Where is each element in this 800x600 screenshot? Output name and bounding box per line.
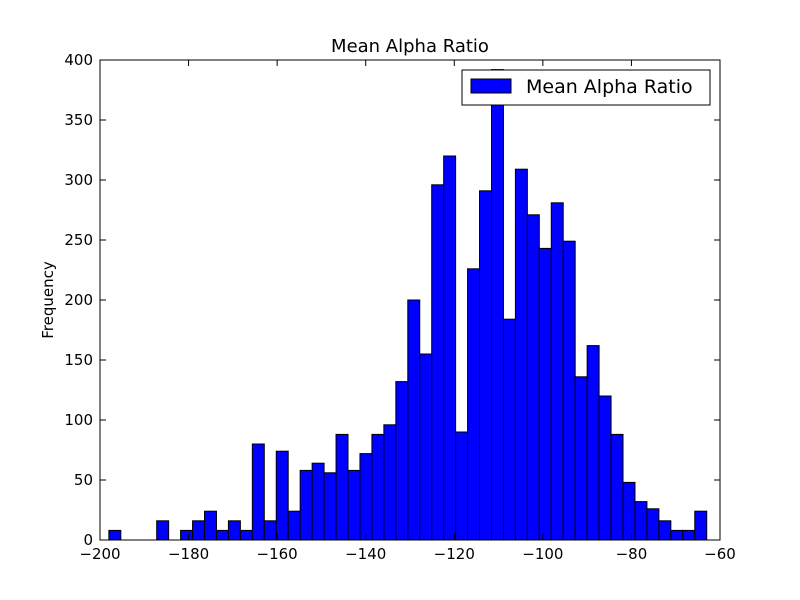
histogram-bar (323, 472, 337, 541)
histogram-bar (455, 431, 469, 541)
histogram-bar (658, 520, 672, 541)
x-tick-label: −200 (79, 545, 120, 563)
y-tick-label: 200 (64, 291, 93, 309)
histogram-bar (287, 510, 301, 541)
x-tick-label: −60 (704, 545, 736, 563)
legend: Mean Alpha Ratio (461, 69, 711, 106)
histogram-bar (215, 529, 229, 541)
histogram-bar (538, 247, 552, 541)
histogram-bar (239, 529, 253, 541)
histogram-bar (204, 510, 217, 541)
legend-label: Mean Alpha Ratio (526, 76, 693, 98)
histogram-bar (299, 469, 313, 541)
x-tick-label: −140 (345, 545, 386, 563)
histogram-bar (192, 520, 206, 541)
histogram-bar (610, 433, 624, 541)
histogram-bar (670, 529, 684, 541)
histogram-bar (490, 69, 504, 541)
histogram-bar (383, 424, 397, 541)
histogram-bar (526, 214, 540, 541)
legend-swatch (470, 78, 512, 94)
x-tick-label: −80 (616, 545, 648, 563)
histogram-bar (419, 353, 433, 541)
histogram-bar (108, 529, 122, 541)
histogram-bar (251, 443, 265, 541)
histogram-bar (682, 529, 696, 541)
histogram-bar (598, 395, 612, 541)
histogram-bar (443, 155, 457, 541)
histogram-bar (646, 508, 660, 541)
histogram-bar (359, 453, 373, 541)
histogram-bar (550, 202, 564, 541)
y-tick-label: 50 (74, 471, 93, 489)
y-tick-label: 350 (64, 111, 93, 129)
histogram-bar (263, 520, 277, 541)
histogram-bar (311, 462, 325, 541)
histogram-bar (694, 510, 708, 541)
y-tick-label: 0 (83, 531, 93, 549)
histogram-bar (156, 520, 170, 541)
histogram-bar (502, 318, 516, 541)
plot-frame (99, 59, 721, 541)
histogram-bar (586, 345, 600, 541)
y-tick-label: 400 (64, 51, 93, 69)
histogram-bar (634, 501, 648, 541)
histogram-bar (275, 450, 289, 541)
chart-title: Mean Alpha Ratio (331, 36, 489, 57)
y-tick-label: 250 (64, 231, 93, 249)
y-axis-label: Frequency (39, 261, 57, 339)
histogram-bar (227, 520, 241, 541)
histogram-bar (180, 529, 194, 541)
histogram-bar (407, 299, 421, 541)
y-tick-label: 100 (64, 411, 93, 429)
histogram-bar (431, 184, 445, 541)
x-tick-label: −120 (434, 545, 475, 563)
histogram-bar (574, 376, 588, 541)
histogram-bar (467, 268, 481, 541)
histogram-bar (479, 190, 492, 541)
x-tick-label: −160 (257, 545, 298, 563)
x-tick-label: −100 (522, 545, 563, 563)
ticks-group: −200 −180 −160 −140 −120 −100 −80 −60 0 50 100 150 2… (64, 51, 735, 563)
histogram-bar (514, 168, 528, 541)
x-tick-label: −180 (168, 545, 209, 563)
histogram-bar (347, 469, 361, 541)
y-tick-label: 150 (64, 351, 93, 369)
histogram-bar (562, 240, 576, 541)
histogram-bar (395, 381, 409, 541)
bars-group (108, 69, 708, 541)
histogram-bar (371, 433, 385, 541)
histogram-bar (335, 433, 349, 541)
histogram-bar (622, 481, 636, 541)
y-tick-label: 300 (64, 171, 93, 189)
